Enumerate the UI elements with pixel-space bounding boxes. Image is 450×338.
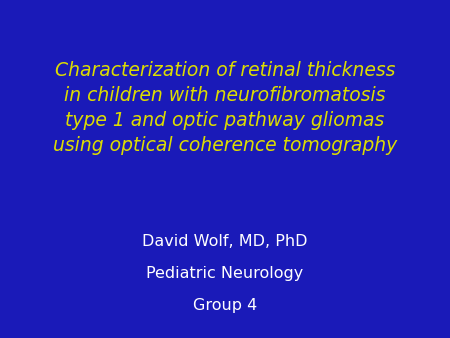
Text: David Wolf, MD, PhD: David Wolf, MD, PhD [142,234,308,249]
Text: Pediatric Neurology: Pediatric Neurology [146,266,304,281]
Text: Characterization of retinal thickness
in children with neurofibromatosis
type 1 : Characterization of retinal thickness in… [53,61,397,155]
Text: Group 4: Group 4 [193,298,257,313]
